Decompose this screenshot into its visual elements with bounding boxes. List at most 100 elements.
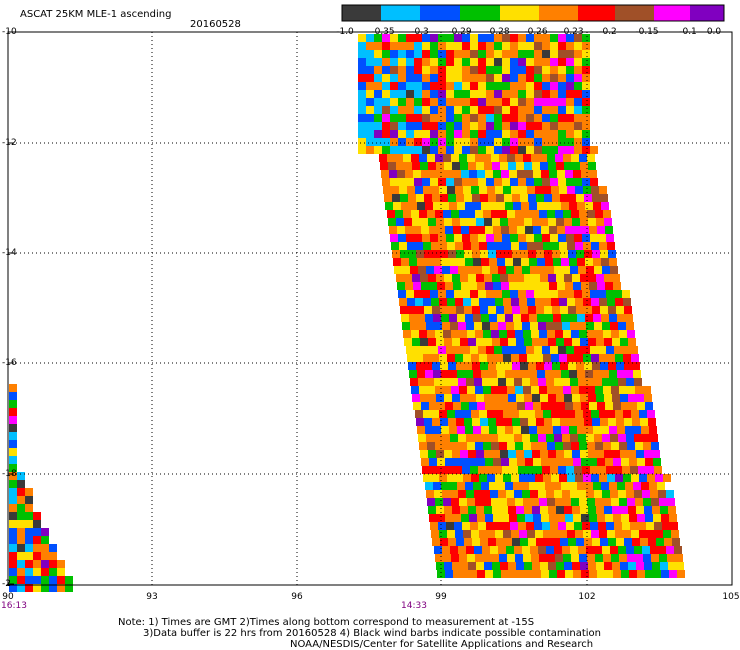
- swath-cell: [562, 266, 570, 274]
- swath-cell: [450, 322, 458, 330]
- swath-cell: [541, 282, 549, 290]
- swath-cell: [470, 522, 478, 530]
- swath-cell: [481, 258, 489, 266]
- swath-cell: [428, 450, 436, 458]
- swath-cell: [452, 274, 460, 282]
- swath-cell: [545, 202, 553, 210]
- swath-cell: [556, 338, 564, 346]
- swath-cell: [9, 504, 17, 512]
- swath-cell: [577, 202, 585, 210]
- swath-cell: [482, 490, 490, 498]
- swath-cell: [477, 458, 485, 466]
- swath-cell: [430, 34, 438, 42]
- swath-cell: [644, 394, 652, 402]
- swath-cell: [536, 306, 544, 314]
- swath-cell: [645, 458, 653, 466]
- swath-cell: [424, 306, 432, 314]
- swath-cell: [470, 34, 478, 42]
- colorbar-label: -0.1: [679, 27, 697, 37]
- swath-cell: [534, 34, 542, 42]
- colorbar-label: -0.28: [486, 27, 510, 37]
- swath-cell: [9, 536, 17, 544]
- swath-cell: [570, 434, 578, 442]
- swath-cell: [522, 434, 530, 442]
- swath-cell: [618, 434, 626, 442]
- swath-cell: [462, 346, 470, 354]
- swath-cell: [628, 506, 636, 514]
- swath-cell: [588, 562, 596, 570]
- swath-cell: [546, 266, 554, 274]
- swath-cell: [446, 58, 454, 66]
- swath-cell: [440, 194, 448, 202]
- swath-cell: [17, 472, 25, 480]
- swath-cell: [594, 266, 602, 274]
- swath-cell: [486, 114, 494, 122]
- swath-cell: [494, 122, 502, 130]
- swath-cell: [534, 74, 542, 82]
- swath-cell: [403, 330, 411, 338]
- swath-cell: [498, 266, 506, 274]
- swath-cell: [640, 538, 648, 546]
- swath-cell: [508, 394, 516, 402]
- swath-cell: [420, 394, 428, 402]
- swath-cell: [573, 402, 581, 410]
- swath-cell: [653, 570, 661, 578]
- swath-cell: [610, 434, 618, 442]
- swath-cell: [541, 402, 549, 410]
- swath-cell: [580, 394, 588, 402]
- swath-cell: [454, 146, 462, 154]
- swath-cell: [586, 490, 594, 498]
- swath-cell: [479, 298, 487, 306]
- swath-cell: [591, 530, 599, 538]
- swath-cell: [574, 178, 582, 186]
- swath-cell: [502, 138, 510, 146]
- swath-cell: [427, 330, 435, 338]
- swath-cell: [533, 458, 541, 466]
- swath-cell: [481, 370, 489, 378]
- swath-cell: [478, 522, 486, 530]
- swath-cell: [535, 186, 543, 194]
- swath-cell: [462, 34, 470, 42]
- swath-cell: [497, 370, 505, 378]
- swath-cell: [401, 258, 409, 266]
- swath-cell: [443, 210, 451, 218]
- swath-cell: [589, 170, 597, 178]
- swath-cell: [413, 226, 421, 234]
- swath-cell: [501, 514, 509, 522]
- swath-cell: [545, 314, 553, 322]
- swath-cell: [442, 546, 450, 554]
- swath-cell: [647, 530, 655, 538]
- swath-cell: [571, 442, 579, 450]
- swath-cell: [558, 58, 566, 66]
- swath-cell: [566, 66, 574, 74]
- swath-cell: [510, 346, 518, 354]
- swath-cell: [558, 146, 566, 154]
- swath-cell: [374, 106, 382, 114]
- swath-cell: [383, 186, 391, 194]
- colorbar-label: -0.26: [524, 27, 548, 37]
- swath-cell: [425, 370, 433, 378]
- swath-cell: [612, 450, 620, 458]
- swath-cell: [644, 506, 652, 514]
- swath-cell: [604, 562, 612, 570]
- swath-cell: [566, 466, 574, 474]
- swath-cell: [480, 538, 488, 546]
- swath-cell: [522, 322, 530, 330]
- swath-cell: [603, 442, 611, 450]
- swath-cell: [599, 298, 607, 306]
- swath-cell: [396, 218, 404, 226]
- swath-cell: [569, 370, 577, 378]
- swath-cell: [452, 506, 460, 514]
- swath-cell: [475, 498, 483, 506]
- swath-cell: [460, 218, 468, 226]
- swath-cell: [483, 498, 491, 506]
- swath-cell: [374, 114, 382, 122]
- swath-cell: [398, 106, 406, 114]
- swath-cell: [528, 418, 536, 426]
- swath-cell: [550, 50, 558, 58]
- swath-cell: [518, 138, 526, 146]
- swath-cell: [566, 74, 574, 82]
- swath-cell: [564, 506, 572, 514]
- swath-cell: [520, 250, 528, 258]
- swath-cell: [605, 226, 613, 234]
